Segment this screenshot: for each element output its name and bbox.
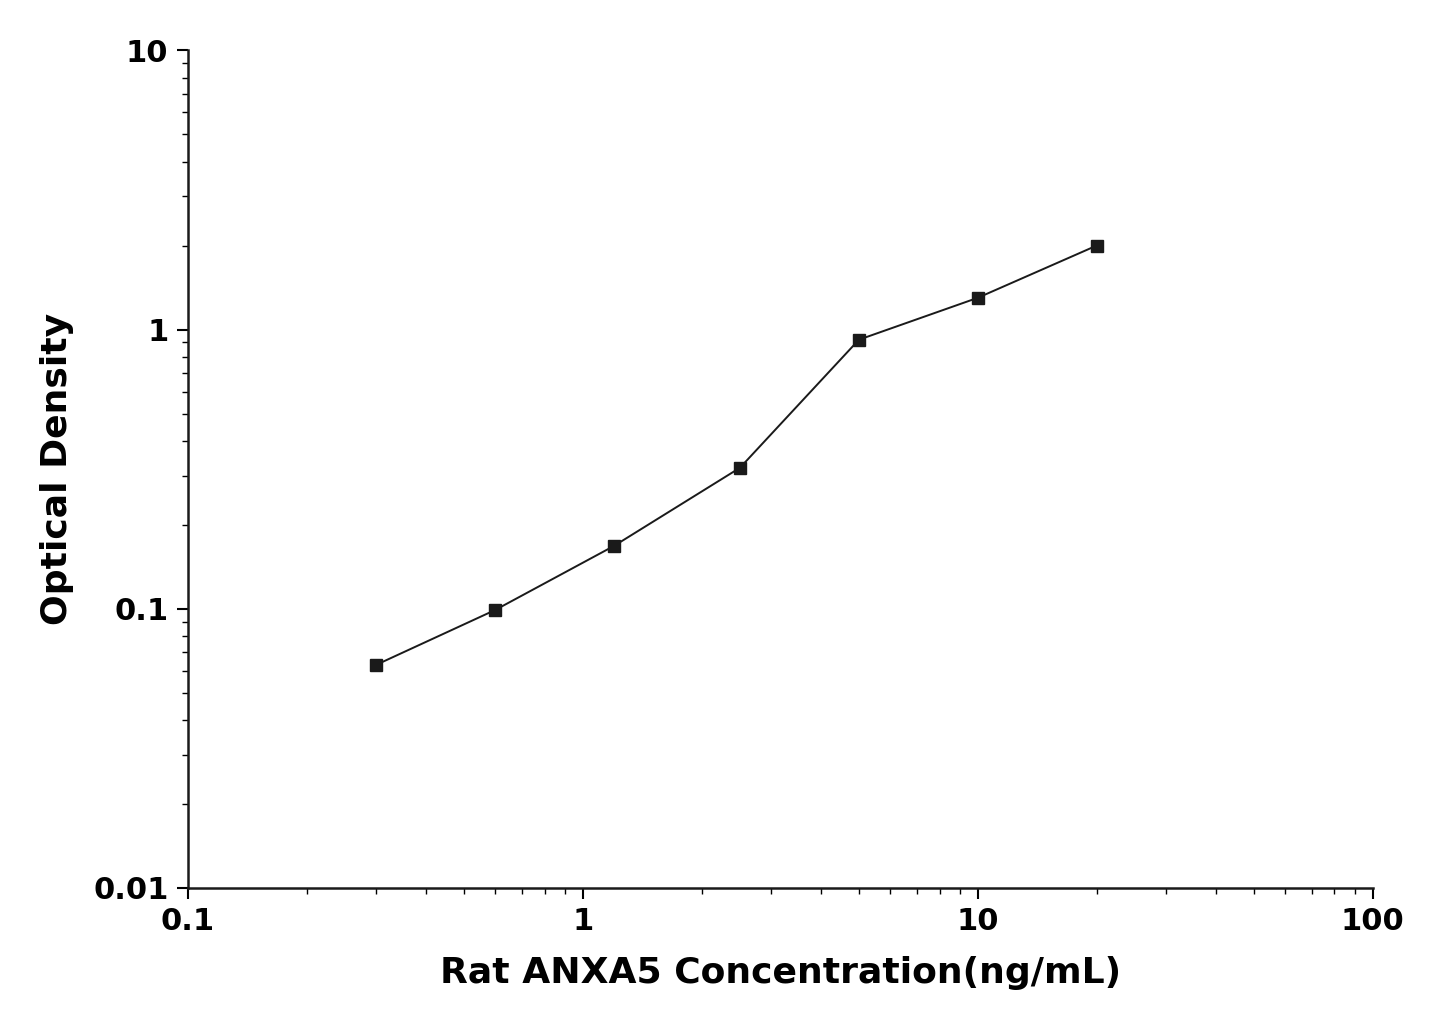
Y-axis label: Optical Density: Optical Density — [39, 313, 74, 626]
X-axis label: Rat ANXA5 Concentration(ng/mL): Rat ANXA5 Concentration(ng/mL) — [439, 956, 1121, 990]
